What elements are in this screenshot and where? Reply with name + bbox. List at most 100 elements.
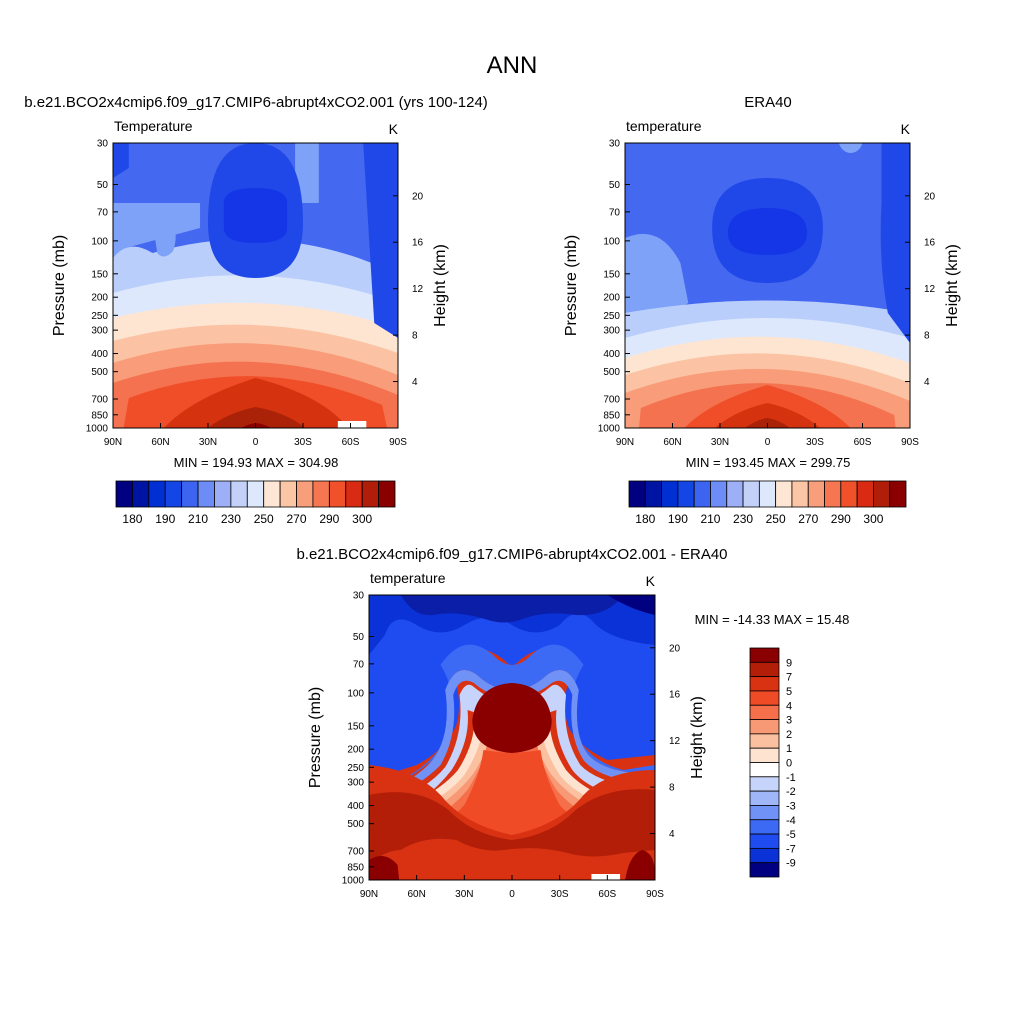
obs-x-tick-label: 90N [616,437,634,448]
diff-colorbar-swatch [749,862,780,878]
diff-colorbar-swatch [749,733,780,749]
diff-colorbar: 9 7 5 4 3 2 1 0 -1 -2 -3 -4 -5 -7 -9 [749,647,796,878]
diff-y-tick-label: 250 [347,763,364,774]
obs-stats: MIN = 193.45 MAX = 299.75 [686,455,851,470]
obs-right-edge [880,143,910,343]
obs-colorbar-swatch [889,480,907,508]
diff-y2-tick-label: 4 [669,829,675,840]
model-y-axis-label: Pressure (mb) [51,235,68,336]
model-stats: MIN = 194.93 MAX = 304.98 [174,455,339,470]
model-colorbar-swatch [328,480,347,508]
diff-colorbar-label: -9 [786,858,796,870]
model-missing-patch [337,421,367,428]
obs-y-tick-label: 100 [603,236,620,247]
diff-colorbar-label: -5 [786,829,796,841]
diff-colorbar-swatch [749,762,780,778]
diff-colorbar-label: -3 [786,800,796,812]
diff-colorbar-swatch [749,690,780,706]
diff-x-tick-label: 90N [360,889,378,900]
model-x-tick-label: 30S [294,437,312,448]
diff-y2-tick-label: 20 [669,643,681,654]
diff-colorbar-label: -1 [786,772,796,784]
model-band-12 [241,423,272,428]
diff-band-strat-5 [369,595,655,780]
obs-y2-tick-label: 4 [924,377,930,388]
model-colorbar-swatch [345,480,363,508]
diff-colorbar-label: 2 [786,729,792,741]
diff-y-tick-label: 30 [353,591,365,602]
diff-y-tick-label: 200 [347,745,364,756]
model-y-tick-label: 50 [97,180,109,191]
model-colorbar-swatch [115,480,133,508]
diff-y-tick-label: 700 [347,847,364,858]
model-y-tick-label: 1000 [86,424,109,435]
diff-colorbar-label: 3 [786,715,792,727]
model-band-10 [164,378,349,428]
diff-panel: b.e21.BCO2x4cmip6.f09_g17.CMIP6-abrupt4x… [296,546,849,900]
obs-contour-field [624,142,911,429]
diff-y-tick-label: 150 [347,721,364,732]
model-title: b.e21.BCO2x4cmip6.f09_g17.CMIP6-abrupt4x… [24,94,488,111]
obs-y-tick-label: 300 [603,326,620,337]
obs-colorbar-swatch [710,480,728,508]
obs-tropopause-core [727,208,808,255]
diff-y-tick-label: 500 [347,819,364,830]
diff-colorbar-swatch [749,661,780,678]
obs-band-9 [715,403,820,428]
diff-units-label: K [646,573,656,589]
model-y-tick-label: 500 [91,367,108,378]
obs-y2-tick-label: 8 [924,331,930,342]
model-colorbar-swatch [361,480,379,508]
obs-colorbar-label: 270 [798,512,818,526]
obs-colorbar-swatch [856,480,874,508]
diff-band-strat-1 [400,595,624,623]
model-right-edge [363,143,398,338]
diff-y-tick-label: 50 [353,632,365,643]
model-colorbar-swatch [296,480,314,508]
model-colorbar-swatch [164,480,183,508]
diff-contour-field [368,594,656,881]
obs-x-tick-label: 0 [765,437,771,448]
model-tropopause-core [223,188,288,243]
obs-colorbar-swatch [644,480,662,508]
model-colorbar-swatch [181,480,199,508]
diff-colorbar-swatch [749,719,780,735]
obs-colorbar-swatch [661,480,679,508]
model-y-tick-label: 100 [91,236,108,247]
obs-y-tick-label: 200 [603,293,620,304]
diff-stats: MIN = -14.33 MAX = 15.48 [695,612,850,627]
diff-colorbar-swatch [749,747,780,763]
model-y-tick-label: 850 [91,410,108,421]
diff-band-15b [369,838,655,880]
diff-y-tick-label: 100 [347,688,364,699]
model-axes: 305070100150200250300400500700850100090N… [51,139,449,449]
diff-variable-label: temperature [370,570,446,586]
model-y2-tick-label: 8 [412,331,418,342]
obs-colorbar: 180 190 210 230 250 270 290 300 [628,480,907,526]
model-colorbar-swatch [312,480,330,508]
model-x-tick-label: 90S [389,437,407,448]
model-y2-axis-label: Height (km) [432,244,449,327]
model-y-tick-label: 200 [91,293,108,304]
model-colorbar-swatch [214,480,232,508]
diff-y2-tick-label: 16 [669,690,681,701]
obs-colorbar-swatch [791,480,809,508]
obs-colorbar-swatch [758,480,777,508]
obs-y-tick-label: 850 [603,410,620,421]
model-variable-label: Temperature [114,118,193,134]
obs-colorbar-swatch [726,480,744,508]
model-x-tick-label: 60N [151,437,169,448]
obs-colorbar-label: 230 [733,512,753,526]
model-colorbar-swatch [230,480,248,508]
obs-band-1 [625,233,689,328]
obs-panel: ERA40 temperature K [563,94,961,526]
model-contour-field [112,142,399,429]
obs-colorbar-label: 250 [766,512,786,526]
obs-x-tick-label: 30S [806,437,824,448]
diff-x-tick-label: 90S [646,889,664,900]
model-y2-tick-label: 12 [412,284,424,295]
obs-y-tick-label: 150 [603,269,620,280]
diff-colorbar-label: -2 [786,786,796,798]
diff-y-tick-label: 1000 [342,876,365,887]
